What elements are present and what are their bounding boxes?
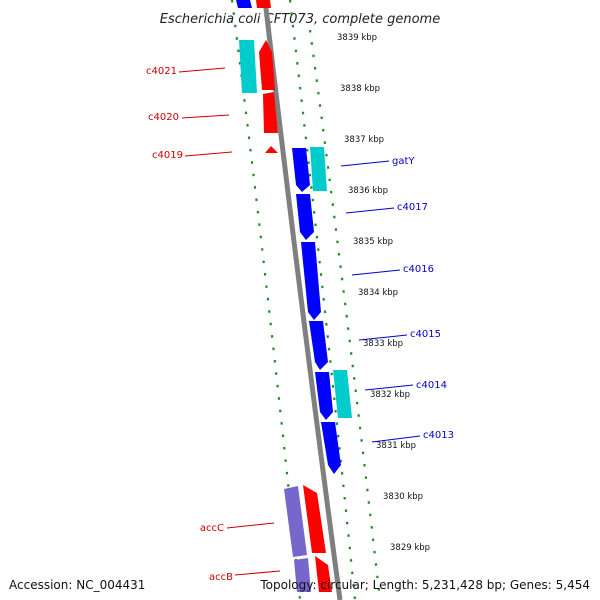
kbp-label: 3832 kbp — [370, 390, 410, 400]
kbp-label: 3830 kbp — [383, 492, 423, 502]
reverse-strand-ticks — [230, 0, 302, 600]
kbp-scale-labels: 3839 kbp 3838 kbp 3837 kbp 3836 kbp 3835… — [337, 33, 430, 553]
gene-label-c4015: c4015 — [410, 329, 441, 340]
forward-strand-ticks — [288, 0, 357, 600]
gene-label-c4019: c4019 — [152, 150, 183, 161]
forward-cds-features — [256, 0, 332, 592]
gene-label-accB: accB — [209, 572, 233, 583]
gene-label-accC: accC — [200, 523, 224, 534]
cds-feature — [292, 148, 310, 192]
rna-feature — [239, 40, 257, 93]
cds-feature — [301, 242, 321, 320]
kbp-label: 3839 kbp — [337, 33, 377, 43]
gene-label-c4021: c4021 — [146, 66, 177, 77]
topology-summary: Topology: circular; Length: 5,231,428 bp… — [260, 578, 590, 592]
cds-feature — [256, 0, 271, 8]
label-leader-line — [358, 334, 408, 341]
other-feature — [284, 486, 307, 557]
cds-feature — [315, 556, 332, 592]
left-gene-labels: c4021 c4020 c4019 accC accB — [146, 66, 281, 583]
outer-scale — [308, 29, 382, 600]
reverse-strand-features — [236, 0, 257, 93]
label-leader-line — [351, 269, 401, 276]
label-leader-line — [234, 570, 281, 576]
label-leader-line — [226, 522, 275, 529]
blue-cds-features — [292, 148, 341, 474]
kbp-label: 3835 kbp — [353, 237, 393, 247]
genome-backbone — [262, 0, 343, 600]
gene-label-c4020: c4020 — [148, 112, 179, 123]
kbp-label: 3837 kbp — [344, 135, 384, 145]
rna-feature — [333, 370, 352, 418]
label-leader-line — [181, 114, 230, 119]
rna-feature — [310, 147, 327, 191]
gene-label-gatY: gatY — [392, 156, 415, 167]
accession-label: Accession: NC_004431 — [9, 578, 146, 592]
forward-strand — [288, 0, 357, 600]
kbp-label: 3834 kbp — [358, 288, 398, 298]
gene-label-c4017: c4017 — [397, 202, 428, 213]
kbp-label: 3829 kbp — [390, 543, 430, 553]
cds-feature — [263, 92, 278, 133]
gene-label-c4014: c4014 — [416, 380, 447, 391]
kbp-label: 3831 kbp — [376, 441, 416, 451]
cds-feature — [265, 146, 278, 153]
cds-feature — [315, 372, 333, 420]
gene-label-c4013: c4013 — [423, 430, 454, 441]
label-leader-line — [371, 435, 421, 443]
outer-scale-ticks — [308, 29, 382, 600]
cds-feature — [236, 0, 252, 8]
cds-feature — [321, 422, 341, 474]
cds-feature — [259, 40, 275, 90]
kbp-label: 3838 kbp — [340, 84, 380, 94]
gene-label-c4016: c4016 — [403, 264, 434, 275]
label-leader-line — [340, 160, 390, 167]
genome-title: Escherichia coli CFT073, complete genome — [160, 12, 440, 27]
cds-feature — [309, 321, 328, 370]
label-leader-line — [345, 207, 395, 214]
label-leader-line — [364, 384, 414, 391]
right-gene-labels: gatY c4017 c4016 c4015 c4014 c4013 — [340, 156, 454, 443]
reverse-strand — [230, 0, 302, 600]
cyan-features-right — [310, 147, 352, 418]
kbp-label: 3833 kbp — [363, 339, 403, 349]
kbp-label: 3836 kbp — [348, 186, 388, 196]
cds-feature — [296, 194, 314, 240]
other-feature — [294, 558, 311, 592]
cds-feature — [303, 485, 326, 553]
label-leader-line — [178, 67, 226, 73]
label-leader-line — [184, 151, 233, 157]
